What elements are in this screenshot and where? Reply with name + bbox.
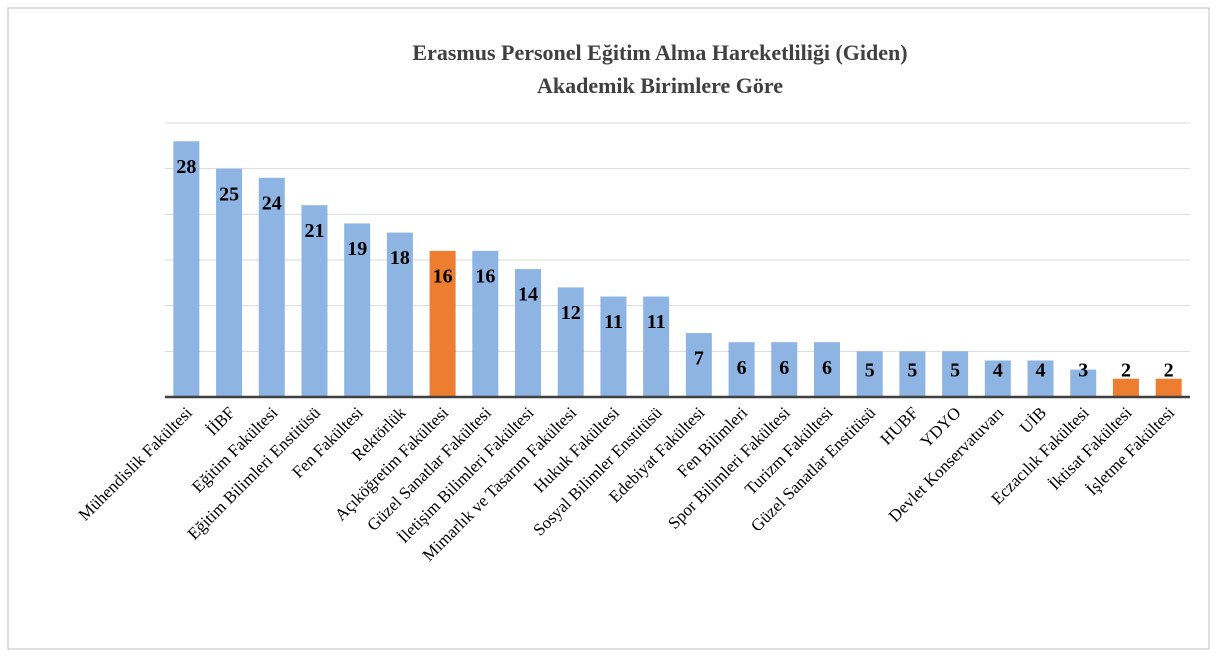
chart-title: Erasmus Personel Eğitim Alma Hareketlili… [412,40,907,65]
bar [344,223,371,397]
bar [600,296,627,397]
value-label: 4 [1036,360,1046,382]
bar [1112,378,1139,397]
value-label: 5 [865,360,875,382]
value-label: 11 [604,311,623,333]
bar [942,351,969,397]
value-label: 4 [993,360,1003,382]
bar [173,141,200,397]
value-label: 6 [779,357,789,379]
bar [685,333,712,397]
value-label: 5 [950,360,960,382]
value-label: 2 [1164,360,1174,382]
value-label: 7 [694,348,704,370]
value-label: 19 [347,238,367,260]
chart-title: Akademik Birimlere Göre [537,73,783,98]
bar [813,342,840,397]
bar [728,342,755,397]
value-label: 24 [262,192,282,214]
value-label: 14 [518,284,538,306]
value-label: 11 [647,311,666,333]
bar [472,250,499,397]
bar [429,250,456,397]
bar [301,205,328,397]
bar [1070,369,1097,397]
bar [216,168,243,397]
value-label: 25 [219,183,239,205]
value-label: 12 [561,302,581,324]
value-label: 6 [822,357,832,379]
bar [1155,378,1182,397]
bar [643,296,670,397]
value-label: 5 [907,360,917,382]
bar [771,342,798,397]
bar [984,360,1011,397]
bar [1027,360,1054,397]
value-label: 16 [433,265,453,287]
value-label: 28 [176,156,196,178]
value-label: 21 [304,220,324,242]
bar [258,177,285,397]
value-label: 2 [1121,360,1131,382]
value-label: 18 [390,247,410,269]
bar [899,351,926,397]
bar [557,287,584,397]
value-label: 3 [1078,360,1088,382]
bar [386,232,413,397]
value-label: 16 [475,265,495,287]
value-label: 6 [737,357,747,379]
bar [856,351,883,397]
bar [515,269,542,397]
